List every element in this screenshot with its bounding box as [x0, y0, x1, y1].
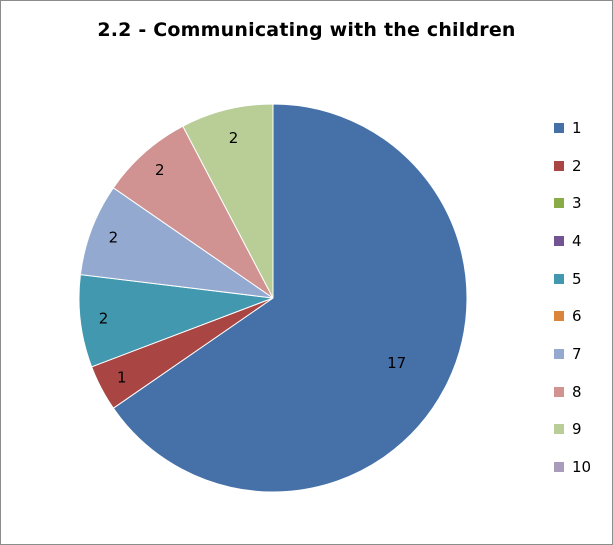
pie-slice-8	[112, 125, 274, 299]
legend-item-9: 9	[554, 411, 591, 449]
legend-swatch	[554, 235, 564, 246]
legend-item-2: 2	[554, 147, 591, 185]
pie-slice-7	[79, 187, 274, 299]
pie-slice-9	[182, 103, 274, 299]
legend-swatch	[554, 348, 564, 359]
legend-swatch	[554, 424, 564, 435]
data-label-2: 1	[117, 368, 127, 386]
data-label-5: 2	[99, 310, 109, 328]
legend-item-1: 1	[554, 109, 591, 147]
legend-swatch	[554, 386, 564, 397]
pie-data-labels: 17 1 2 2 2 2	[99, 129, 406, 386]
data-label-9: 2	[229, 129, 239, 147]
legend-item-3: 3	[554, 184, 591, 222]
legend-label: 2	[572, 156, 582, 175]
legend-item-10: 10	[554, 448, 591, 486]
legend-label: 4	[572, 231, 582, 250]
legend-label: 6	[572, 307, 582, 326]
chart-legend: 1 2 3 4 5 6 7 8 9 10	[554, 118, 591, 495]
legend-swatch	[554, 198, 564, 209]
legend-label: 1	[572, 118, 582, 137]
legend-swatch	[554, 160, 564, 171]
pie-slice-5	[78, 274, 274, 368]
data-label-7: 2	[109, 228, 119, 246]
legend-swatch	[554, 273, 564, 284]
pie-slices	[78, 103, 468, 493]
legend-item-4: 4	[554, 222, 591, 260]
legend-swatch	[554, 311, 564, 322]
legend-label: 5	[572, 269, 582, 288]
chart-title: 2.2 - Communicating with the children	[97, 19, 516, 41]
pie-slice-1	[112, 103, 468, 493]
legend-item-7: 7	[554, 335, 591, 373]
legend-item-5: 5	[554, 260, 591, 298]
legend-label: 9	[572, 420, 582, 439]
legend-label: 3	[572, 194, 582, 213]
legend-item-8: 8	[554, 373, 591, 411]
legend-swatch	[554, 462, 564, 473]
data-label-1: 17	[387, 354, 406, 372]
legend-item-6: 6	[554, 297, 591, 335]
legend-label: 10	[572, 458, 592, 477]
legend-label: 7	[572, 344, 582, 363]
data-label-8: 2	[155, 161, 165, 179]
legend-label: 8	[572, 382, 582, 401]
legend-swatch	[554, 122, 564, 133]
